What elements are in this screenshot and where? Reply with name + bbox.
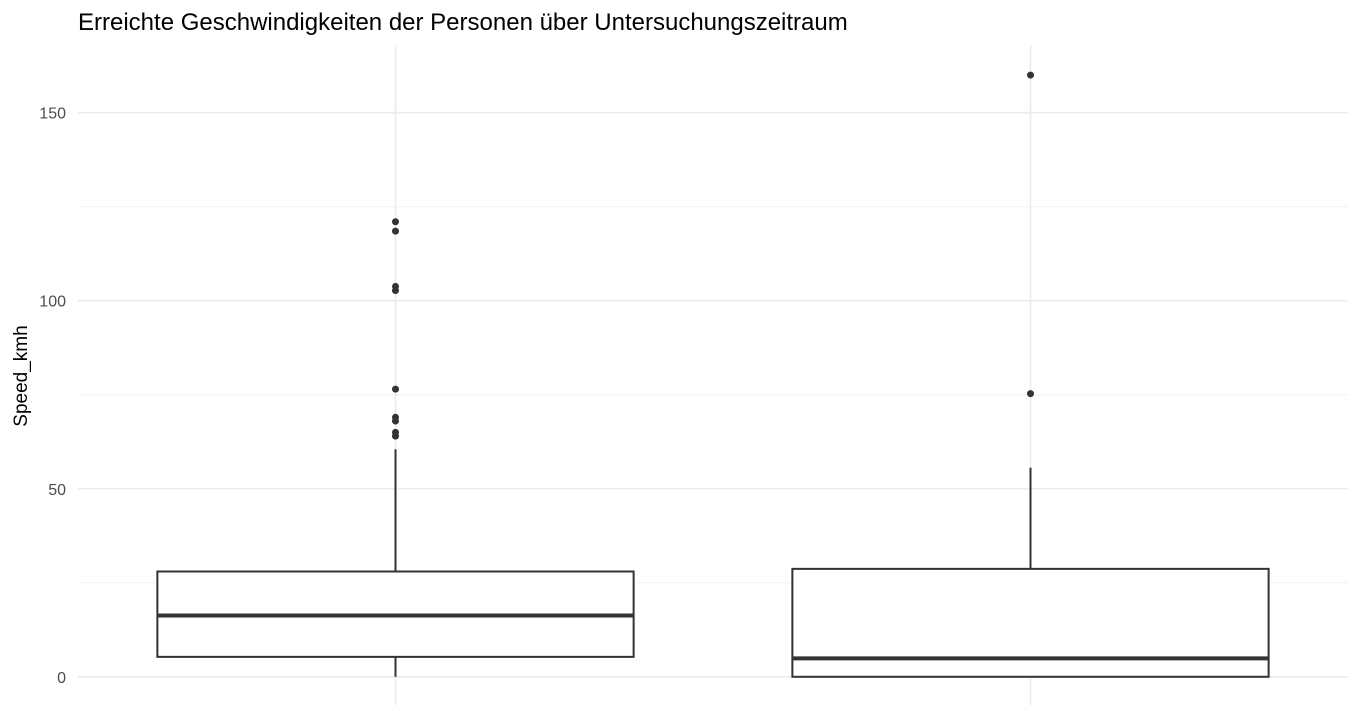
outlier-point xyxy=(1027,390,1034,398)
grid-lines xyxy=(78,45,1348,705)
box-iqr xyxy=(791,567,1270,678)
y-tick-label: 150 xyxy=(39,106,66,123)
y-tick-label: 50 xyxy=(48,482,66,499)
plot-marks xyxy=(156,71,1270,678)
y-axis-label: Speed_kmh xyxy=(11,325,32,426)
y-tick-label: 0 xyxy=(57,670,66,687)
outlier-point xyxy=(1027,71,1034,79)
y-axis-ticks: 0 50 100 150 xyxy=(39,106,66,687)
outlier-point xyxy=(392,218,399,226)
outlier-point xyxy=(392,282,399,290)
chart-title: Erreichte Geschwindigkeiten der Personen… xyxy=(78,9,848,36)
outlier-point xyxy=(392,227,399,235)
outlier-point xyxy=(392,428,399,436)
outlier-point xyxy=(392,413,399,421)
y-tick-label: 100 xyxy=(39,294,66,311)
outlier-point xyxy=(392,385,399,393)
